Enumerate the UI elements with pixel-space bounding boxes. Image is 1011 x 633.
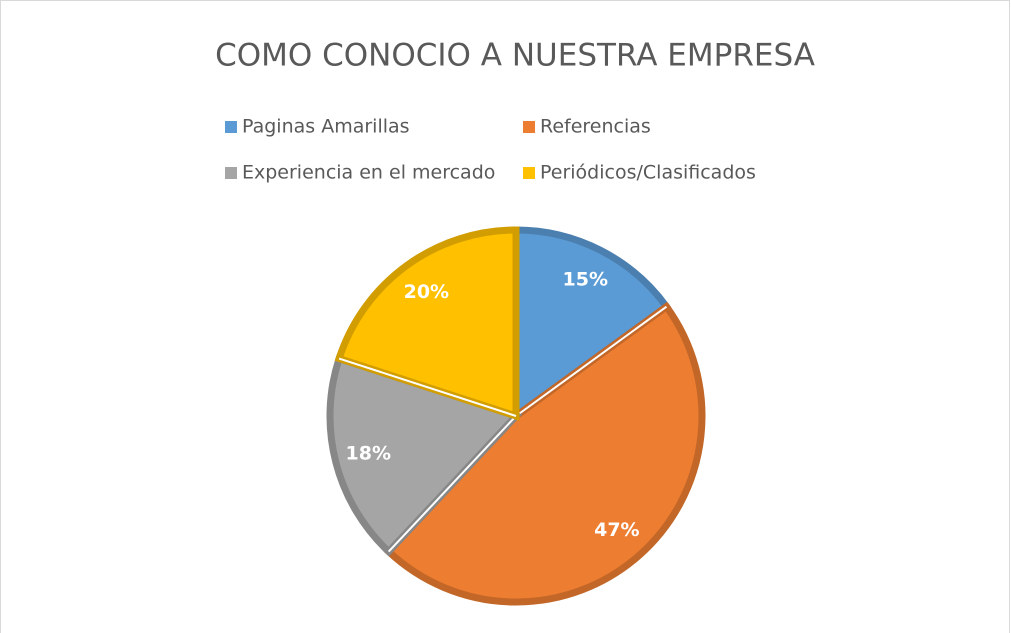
legend-label: Experiencia en el mercado (242, 162, 495, 184)
slice-gap (338, 357, 517, 417)
data-label: 15% (563, 269, 608, 291)
chart-title: COMO CONOCIO A NUESTRA EMPRESA (215, 38, 815, 74)
data-label: 18% (346, 442, 391, 464)
legend-label: Referencias (540, 116, 651, 138)
legend-swatch (225, 167, 237, 179)
slice-gap (515, 305, 668, 417)
legend-swatch (225, 121, 237, 133)
legend-label: Paginas Amarillas (242, 116, 410, 138)
pie-slice (334, 226, 520, 421)
pie-slice (383, 301, 706, 606)
data-label: 47% (594, 519, 639, 541)
pie-slice (512, 226, 672, 423)
slice-gap (387, 415, 517, 553)
legend-swatch (523, 167, 535, 179)
legend-label: Periódicos/Clasificados (540, 162, 756, 184)
pie-slice (326, 354, 523, 557)
legend-swatch (523, 121, 535, 133)
data-label: 20% (404, 281, 449, 303)
